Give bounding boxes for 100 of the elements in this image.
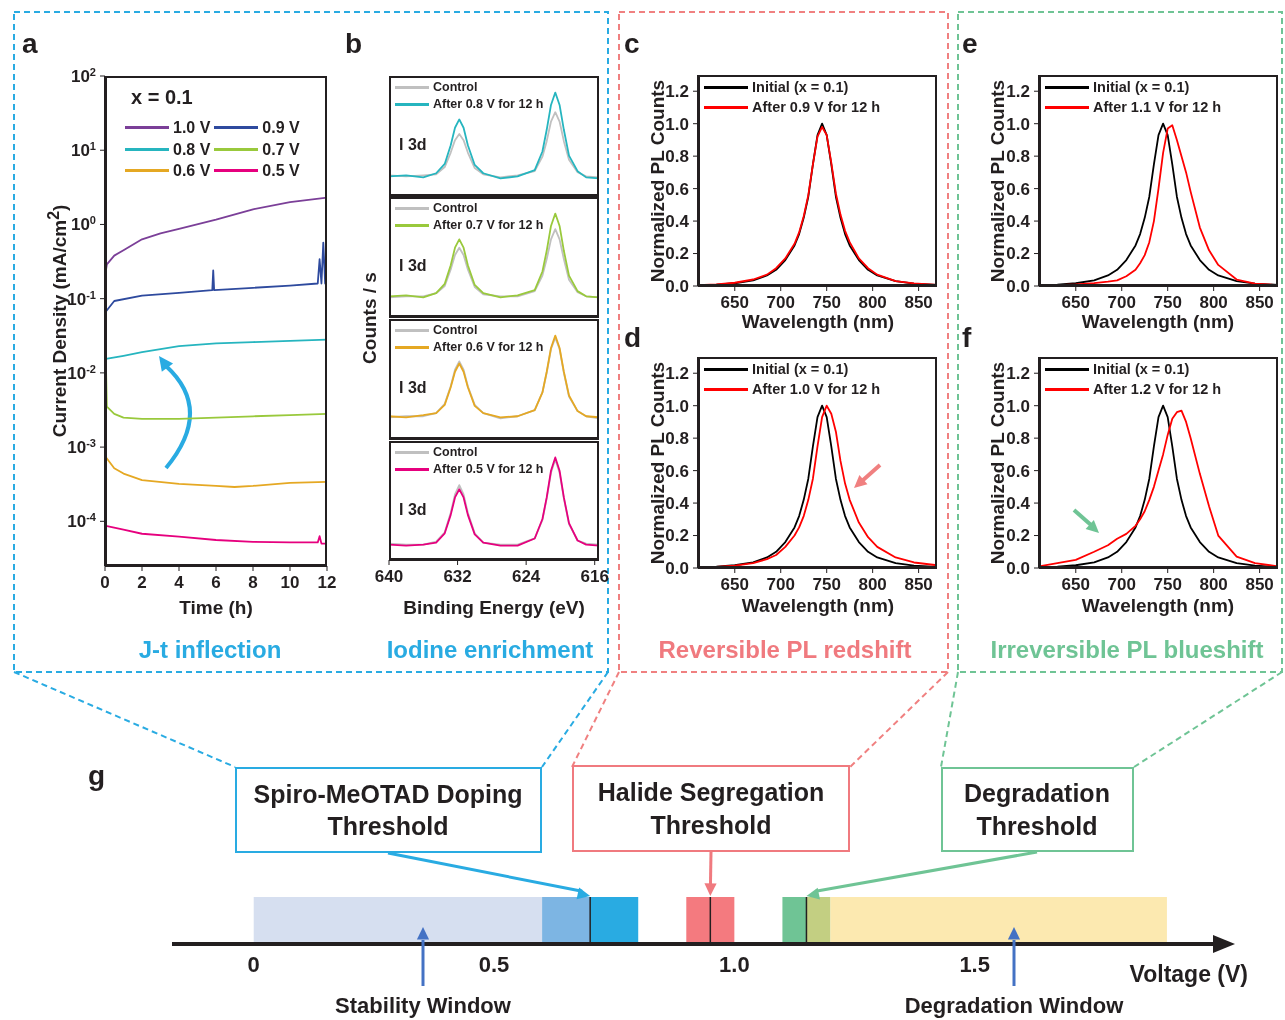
legend-label: Initial (x = 0.1)	[1093, 360, 1190, 379]
text: Irreversible PL blueshift	[990, 636, 1264, 663]
x-axis-title: Wavelength (nm)	[741, 595, 895, 616]
x-tick-label: 650	[1061, 293, 1090, 313]
y-axis-title: Normalized PL Counts	[987, 79, 1008, 283]
y-axis-title: Counts / s	[359, 272, 380, 364]
x-tick-label: 616	[580, 567, 609, 587]
annotation: I 3d	[399, 136, 427, 153]
x-tick-label: 850	[904, 293, 933, 313]
x-tick-label: 750	[1153, 575, 1182, 595]
bar	[686, 897, 735, 944]
bar	[830, 897, 1167, 944]
y-tick-label: 1.0	[665, 396, 689, 416]
x-tick-label: 0.5	[478, 951, 510, 977]
legend-label: After 0.5 V for 12 h	[433, 460, 544, 478]
y-tick-label: 0.2	[1006, 244, 1030, 264]
legend-label: 0.6 V	[173, 161, 211, 182]
x-tick-label: 0	[247, 951, 260, 977]
x-axis-title: Wavelength (nm)	[1081, 311, 1235, 332]
text: Halide Segregation Threshold	[597, 778, 825, 839]
bar	[590, 897, 639, 944]
y-tick-label: 0.8	[1006, 147, 1030, 167]
x-tick-label: 850	[904, 575, 933, 595]
x-tick-label: 4	[174, 573, 185, 593]
x-axis-title: Wavelength (nm)	[741, 311, 895, 332]
legend-title: x = 0.1	[131, 86, 193, 108]
y-tick-label: 10$^{-3}$	[67, 437, 96, 458]
y-tick-label: 0.8	[665, 147, 689, 167]
y-tick-label: 0.6	[1006, 179, 1030, 199]
text: Degradation Threshold	[964, 779, 1110, 840]
legend-label: After 0.8 V for 12 h	[433, 95, 544, 113]
bar	[542, 897, 591, 944]
x-tick-label: 650	[720, 293, 749, 313]
x-tick-label: 750	[812, 575, 841, 595]
line-series	[105, 241, 327, 313]
x-tick-label: 750	[812, 293, 841, 313]
y-tick-label: 0.8	[1006, 429, 1030, 449]
y-tick-label: 0.2	[665, 526, 689, 546]
x-tick-label: 700	[1107, 575, 1136, 595]
legend-label: 0.9 V	[262, 118, 300, 138]
y-tick-label: 0.6	[665, 179, 689, 199]
y-tick-label: 1.0	[665, 114, 689, 134]
annotation: I 3d	[399, 257, 427, 274]
x-tick-label: 632	[443, 567, 472, 587]
x-tick-label: 650	[1061, 575, 1090, 595]
y-tick-label: 10$^{1}$	[70, 140, 96, 161]
y-tick-label: 10$^{-4}$	[67, 511, 97, 532]
chart-title: c	[624, 28, 640, 59]
y-tick-label: 1.0	[1006, 396, 1030, 416]
text: J-t inflection	[138, 636, 282, 663]
y-tick-label: 0.4	[665, 494, 690, 514]
y-tick-label: 1.0	[1006, 114, 1030, 134]
y-tick-label: 10$^{2}$	[70, 65, 96, 86]
legend-label: Initial (x = 0.1)	[752, 360, 849, 379]
y-tick-label: 0.4	[665, 212, 690, 232]
x-tick-label: 700	[1107, 293, 1136, 313]
y-axis-title: Normalized PL Counts	[987, 361, 1008, 565]
y-tick-label: 0.0	[665, 558, 689, 578]
y-tick-label: 0.8	[665, 429, 689, 449]
y-tick-label: 10$^{-1}$	[67, 288, 96, 309]
x-axis-title: Voltage (V)	[1129, 961, 1248, 987]
y-tick-label: 0.0	[1006, 276, 1030, 296]
x-tick-label: 800	[1199, 575, 1228, 595]
chart-title: d	[624, 322, 642, 353]
x-tick-label: 650	[720, 575, 749, 595]
legend-label: Control	[433, 79, 478, 96]
x-axis-title: Binding Energy (eV)	[403, 597, 585, 618]
text: Spiro-MeOTAD Doping Threshold	[253, 779, 523, 840]
chart-title: a	[22, 28, 38, 59]
annotation: I 3d	[399, 379, 427, 396]
x-tick-label: 12	[317, 573, 337, 593]
legend-label: Control	[433, 322, 478, 339]
legend-label: Control	[433, 200, 478, 217]
legend-label: 0.7 V	[262, 139, 300, 160]
y-tick-label: 0.6	[665, 461, 689, 481]
legend-label: After 0.9 V for 12 h	[752, 97, 881, 117]
y-tick-label: 1.2	[1006, 364, 1030, 384]
chart-title: f	[962, 322, 972, 353]
annotation: Degradation Window	[904, 993, 1124, 1018]
x-tick-label: 1.5	[959, 951, 990, 977]
x-tick-label: 640	[374, 567, 404, 587]
x-tick-label: 800	[858, 293, 887, 313]
x-tick-label: 700	[766, 575, 795, 595]
legend-label: After 1.2 V for 12 h	[1093, 379, 1222, 399]
legend-label: After 0.7 V for 12 h	[433, 216, 544, 234]
x-tick-label: 10	[280, 573, 300, 593]
x-tick-label: 6	[211, 573, 221, 593]
legend-label: Control	[433, 444, 478, 461]
legend-label: 0.5 V	[262, 161, 300, 182]
annotation: Stability Window	[335, 993, 511, 1018]
y-tick-label: 10$^{0}$	[70, 214, 96, 235]
x-tick-label: 700	[766, 293, 795, 313]
text: Iodine enrichment	[386, 636, 594, 663]
chart-title: e	[962, 28, 978, 59]
x-tick-label: 2	[137, 573, 147, 593]
text: Reversible PL redshift	[658, 636, 912, 663]
x-axis-title: Time (h)	[179, 597, 253, 618]
legend-label: After 0.6 V for 12 h	[433, 338, 544, 356]
y-tick-label: 0.6	[1006, 461, 1030, 481]
x-tick-label: 850	[1245, 293, 1274, 313]
